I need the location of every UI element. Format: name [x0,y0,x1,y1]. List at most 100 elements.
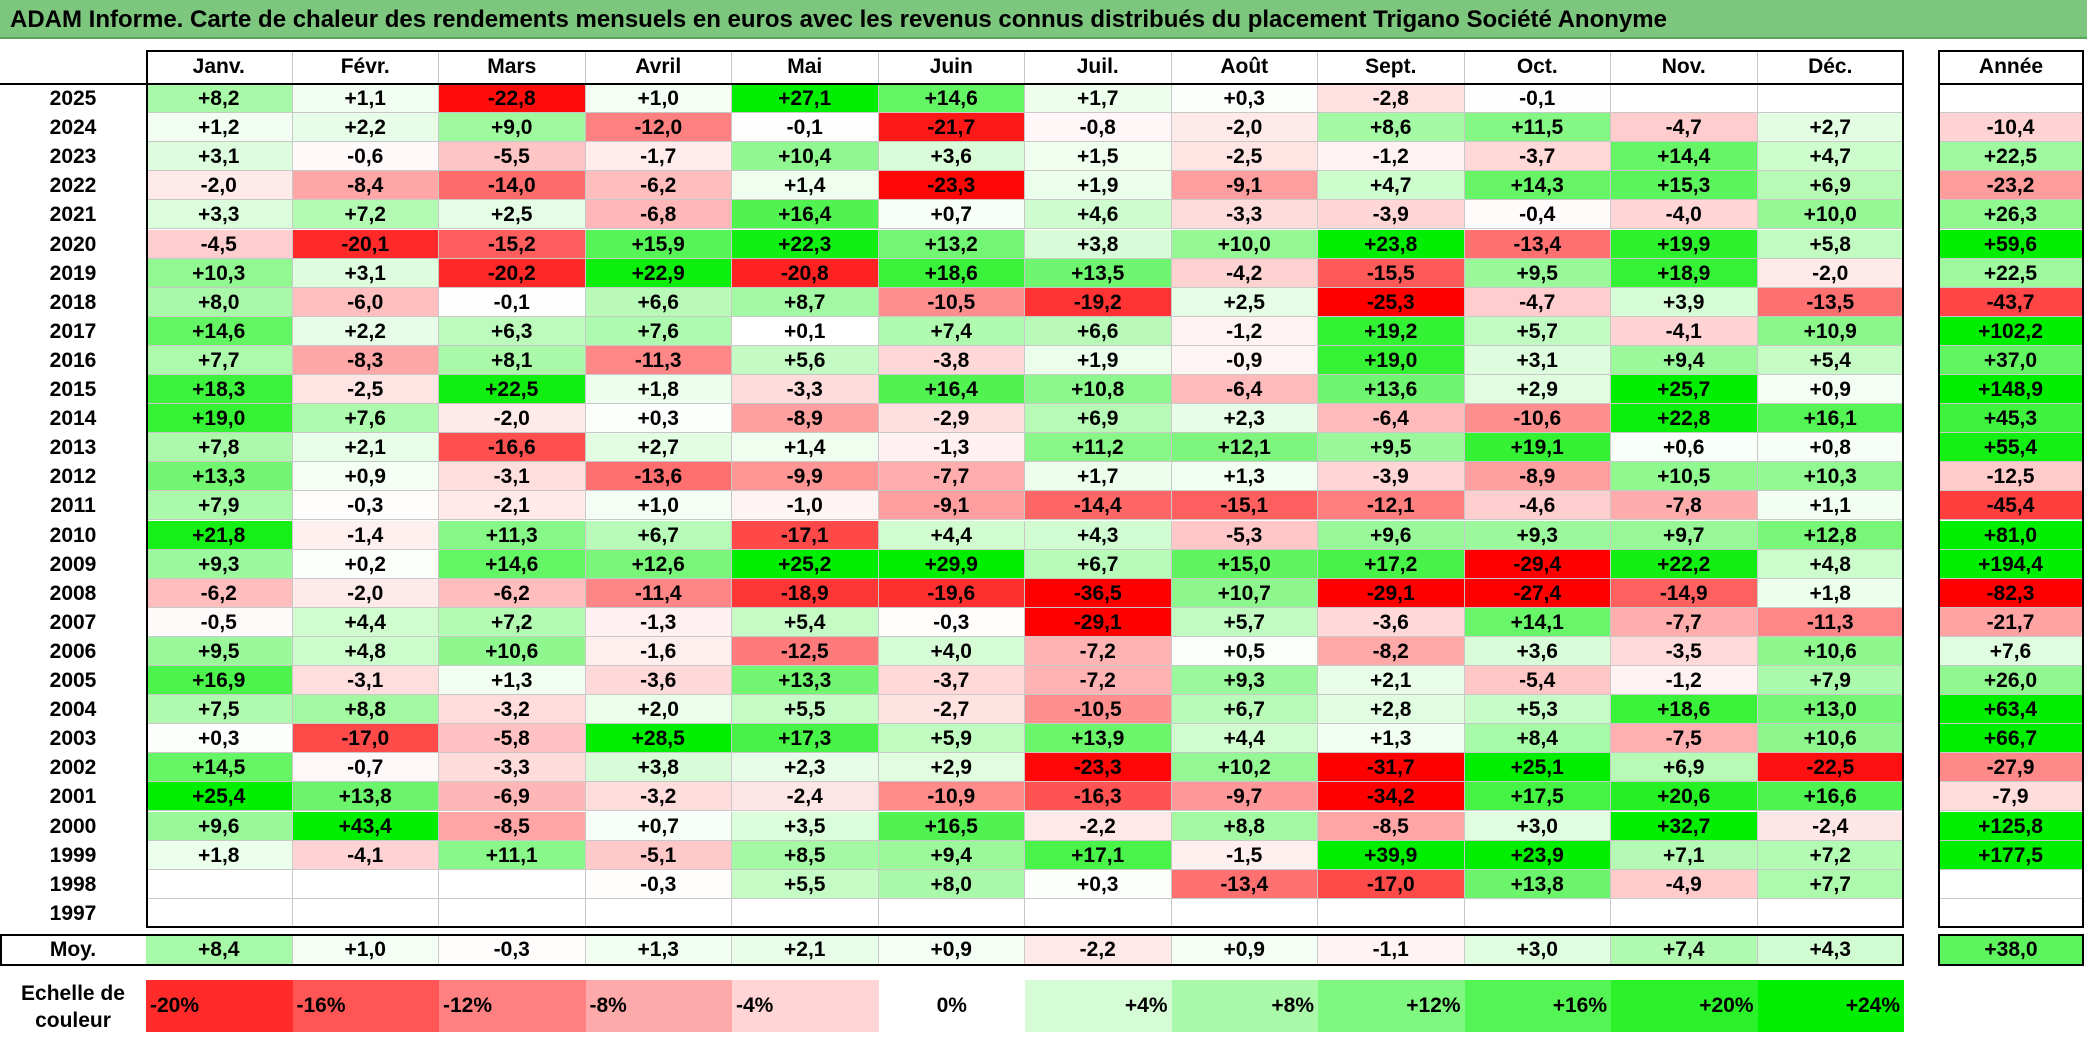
year-label: 2006 [49,639,97,663]
heatmap-cell [732,898,879,928]
scale-swatch: +12% [1318,980,1465,1032]
heatmap-cell: -3,9 [1318,200,1465,230]
heatmap-cell: +7,7 [1757,869,1904,899]
heatmap-cell: +16,6 [1757,782,1904,812]
heatmap-cell: +2,0 [585,695,732,725]
heatmap-cell: -12,1 [1318,491,1465,521]
heatmap-cell: -3,2 [585,782,732,812]
heatmap-cell: +13,2 [878,229,1025,259]
heatmap-cell: -7,7 [878,462,1025,492]
heatmap-cell: -1,6 [585,636,732,666]
heatmap-cell: +0,3 [146,724,293,754]
heatmap-cell: -7,8 [1611,491,1758,521]
heatmap-cell: +1,8 [146,840,293,870]
heatmap-cell: -4,7 [1611,113,1758,143]
heatmap-cell: -13,4 [1171,869,1318,899]
heatmap-cell [1171,898,1318,928]
heatmap-cell: +1,9 [1025,171,1172,201]
heatmap-cell: -6,2 [585,171,732,201]
scale-swatch: 0% [878,980,1025,1032]
heatmap-cell: -8,3 [292,345,439,375]
scale-swatch: +24% [1757,980,1904,1032]
heatmap-cell: +4,0 [878,636,1025,666]
heatmap-cell: -31,7 [1318,753,1465,783]
heatmap-cell: -11,3 [1757,607,1904,637]
heatmap-cell: +1,0 [585,84,732,114]
heatmap-cell: +6,9 [1025,404,1172,434]
heatmap-cell: +10,6 [1757,724,1904,754]
heatmap-cell: +8,0 [878,869,1025,899]
scale-swatch: +4% [1025,980,1172,1032]
year-label: 2015 [49,378,97,401]
month-header: Déc. [1757,50,1904,84]
heatmap-cell: -14,9 [1611,578,1758,608]
heatmap-cell: -9,7 [1171,782,1318,812]
heatmap-cell: -0,1 [732,113,879,143]
average-cell: +1,0 [292,935,439,965]
heatmap-cell: -2,0 [1757,258,1904,288]
heatmap-cell: -4,6 [1464,491,1611,521]
heatmap-cell: +12,1 [1171,433,1318,463]
heatmap-cell: -8,9 [732,404,879,434]
year-label: 2009 [49,552,97,576]
annual-cell: +102,2 [1938,316,2084,346]
annual-cell: +63,4 [1938,695,2084,725]
heatmap-cell: -1,3 [585,607,732,637]
year-label: 2017 [49,319,97,343]
heatmap-cell: +6,9 [1757,171,1904,201]
heatmap-cell: +27,1 [732,84,879,114]
heatmap-cell: +12,6 [585,549,732,579]
heatmap-cell: -10,9 [878,782,1025,812]
scale-swatch: -16% [292,980,439,1032]
heatmap-cell: +11,3 [439,520,586,550]
heatmap-cell: +8,6 [1318,113,1465,143]
heatmap-cell: -11,3 [585,345,732,375]
heatmap-cell: -3,1 [292,666,439,696]
heatmap-cell: +10,9 [1757,316,1904,346]
heatmap-cell: +7,1 [1611,840,1758,870]
heatmap-cell: -9,9 [732,462,879,492]
heatmap-cell: -9,1 [878,491,1025,521]
heatmap-cell: +5,6 [732,345,879,375]
heatmap-cell: +10,8 [1025,375,1172,405]
heatmap-cell: +10,5 [1611,462,1758,492]
heatmap-cell: -16,6 [439,433,586,463]
heatmap-cell: +1,0 [585,491,732,521]
heatmap-cell: +23,9 [1464,840,1611,870]
heatmap-cell: -0,7 [292,753,439,783]
heatmap-cell: +7,5 [146,695,293,725]
heatmap-cell: -10,6 [1464,404,1611,434]
heatmap-cell: +16,1 [1757,404,1904,434]
heatmap-cell: +2,1 [292,433,439,463]
heatmap-cell: +10,3 [146,258,293,288]
heatmap-cell: -2,0 [439,404,586,434]
heatmap-cell: +5,3 [1464,695,1611,725]
heatmap-cell: -0,8 [1025,113,1172,143]
year-label: 2002 [49,756,97,780]
scale-swatch: -20% [146,980,293,1032]
heatmap-cell: +7,6 [585,316,732,346]
heatmap-cell: +3,9 [1611,287,1758,317]
heatmap-cell: +5,5 [732,869,879,899]
year-label: 2014 [49,407,97,431]
average-cell: +4,3 [1757,935,1904,965]
year-label: 2016 [49,348,97,372]
heatmap-cell: +9,4 [878,840,1025,870]
heatmap-cell: +6,3 [439,316,586,346]
heatmap-cell: +9,3 [1171,666,1318,696]
heatmap-cell: +22,9 [585,258,732,288]
heatmap-cell: +4,4 [1171,724,1318,754]
heatmap-cell: +4,7 [1318,171,1465,201]
scale-label-line1: Echelle de [21,982,125,1005]
heatmap-cell: -1,2 [1611,666,1758,696]
heatmap-cell: +2,5 [439,200,586,230]
annual-cell: -27,9 [1938,753,2084,783]
heatmap-cell: +4,7 [1757,142,1904,172]
year-label: 2019 [49,261,97,285]
heatmap-cell [146,898,293,928]
heatmap-cell: +1,5 [1025,142,1172,172]
heatmap-cell: -13,4 [1464,229,1611,259]
year-label: 2004 [49,698,97,722]
heatmap-cell: +8,1 [439,345,586,375]
heatmap-cell: +3,5 [732,811,879,841]
